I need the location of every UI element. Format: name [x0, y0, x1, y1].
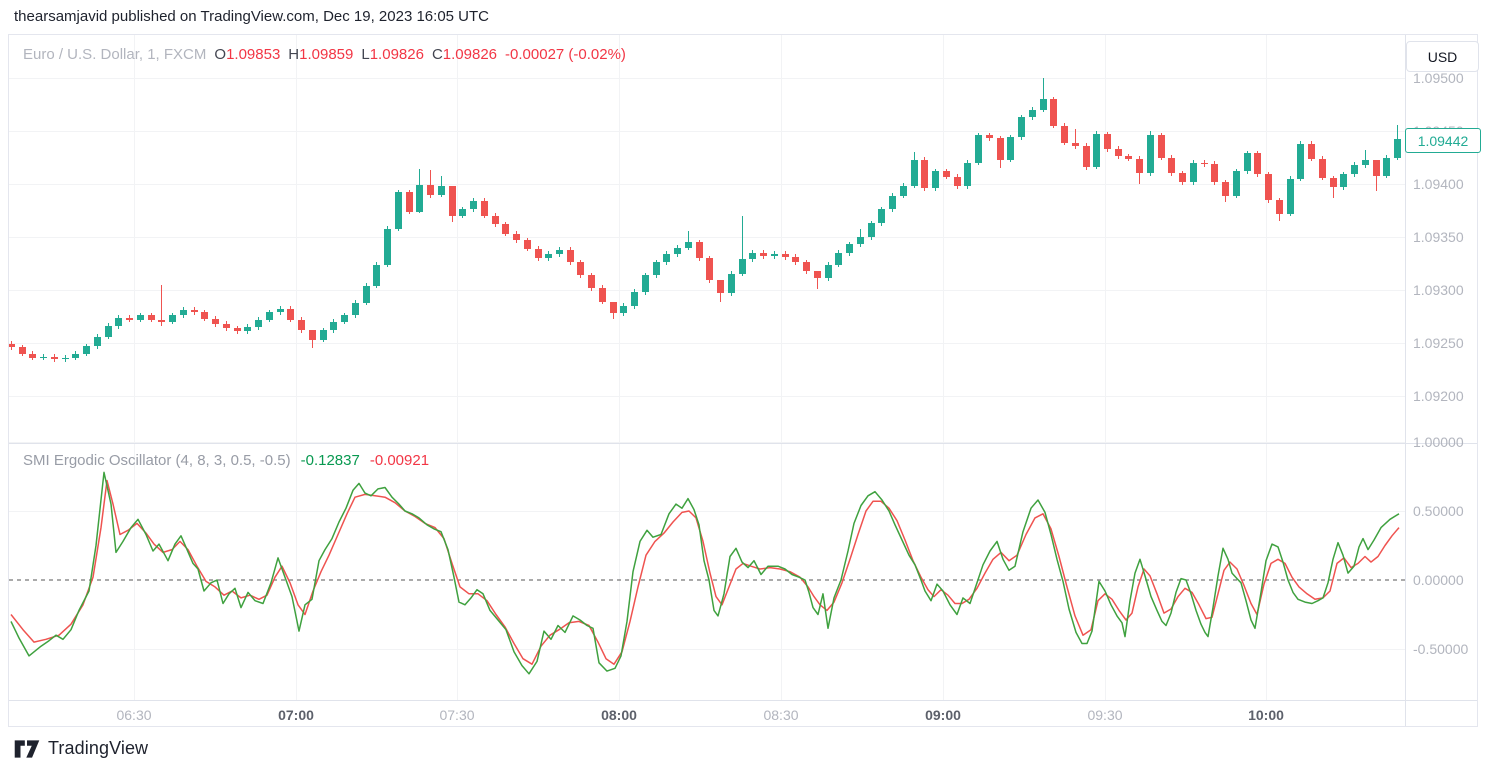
oscillator-tick-label: 0.50000: [1413, 503, 1464, 519]
candles-layer: [9, 78, 1401, 362]
last-price-label: 1.09442: [1405, 128, 1481, 153]
ohlc-high-value: 1.09859: [299, 46, 354, 63]
chart-card: Euro / U.S. Dollar, 1, FXCM O1.09853 H1.09…: [8, 34, 1481, 727]
ohlc-high-key: H: [288, 46, 300, 63]
time-tick-label: 06:30: [116, 707, 152, 723]
ohlc-low-value: 1.09826: [369, 46, 424, 63]
oscillator-layer: [10, 471, 1400, 675]
price-tick-label: 1.09250: [1413, 335, 1464, 351]
time-tick-label: 09:30: [1087, 707, 1123, 723]
price-tick-label: 1.09500: [1413, 70, 1464, 86]
time-tick-label: 07:30: [439, 707, 475, 723]
price-tick-label: 1.09200: [1413, 388, 1464, 404]
ohlc-open-value: 1.09853: [226, 46, 281, 63]
price-tick-label: 1.09400: [1413, 176, 1464, 192]
indicator-value-red: -0.00921: [369, 452, 430, 469]
currency-button[interactable]: USD: [1406, 41, 1479, 72]
chart-plot-area[interactable]: [9, 35, 1477, 726]
price-tick-label: 1.09300: [1413, 282, 1464, 298]
oscillator-tick-label: 0.00000: [1413, 572, 1464, 588]
gridlines: [9, 35, 1405, 700]
time-tick-label: 09:00: [925, 707, 961, 723]
time-tick-label: 07:00: [278, 707, 314, 723]
oscillator-tick-label: -0.50000: [1413, 641, 1469, 657]
change-value: -0.00027 (-0.02%): [505, 46, 626, 63]
tradingview-icon: [14, 739, 40, 758]
ohlc-low-key: L: [361, 46, 370, 63]
ohlc-open-key: O: [214, 46, 227, 63]
indicator-title: SMI Ergodic Oscillator (4, 8, 3, 0.5, -0…: [23, 452, 291, 469]
time-tick-label: 08:00: [601, 707, 637, 723]
indicator-legend: SMI Ergodic Oscillator (4, 8, 3, 0.5, -0…: [23, 452, 429, 469]
ohlc-close-key: C: [431, 46, 443, 63]
indicator-value-green: -0.12837: [300, 452, 360, 469]
tradingview-logo[interactable]: TradingView: [14, 738, 148, 759]
symbol-title: Euro / U.S. Dollar, 1, FXCM: [23, 46, 207, 63]
tradingview-wordmark: TradingView: [48, 738, 149, 758]
publish-caption: thearsamjavid published on TradingView.c…: [14, 8, 489, 25]
time-tick-label: 10:00: [1248, 707, 1284, 723]
ohlc-close-value: 1.09826: [442, 46, 498, 63]
pane-dividers: [9, 35, 1477, 726]
time-tick-label: 08:30: [763, 707, 799, 723]
price-tick-label: 1.09350: [1413, 229, 1464, 245]
symbol-legend: Euro / U.S. Dollar, 1, FXCM O1.09853 H1.09…: [23, 46, 626, 63]
oscillator-tick-label: 1.00000: [1413, 434, 1464, 450]
